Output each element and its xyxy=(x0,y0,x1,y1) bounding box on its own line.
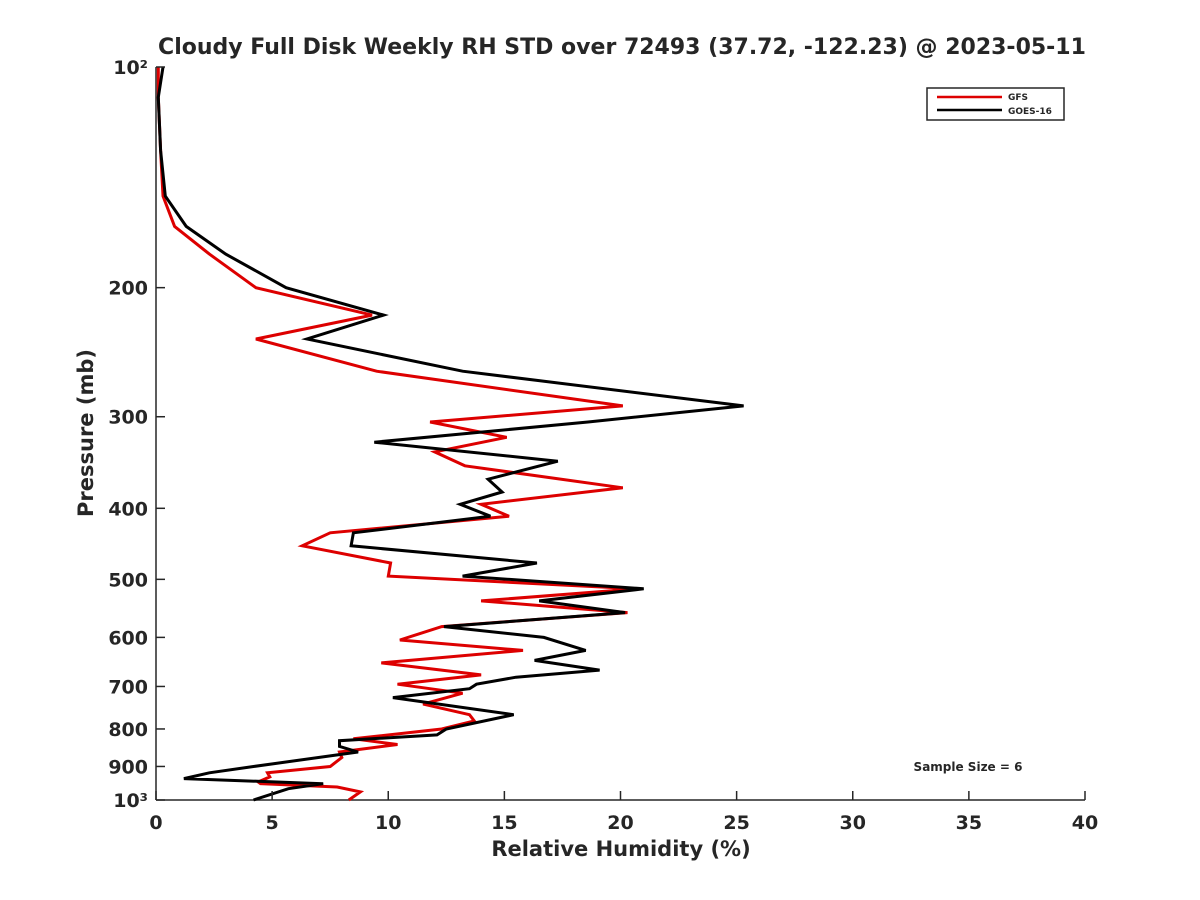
x-axis-ticks: 0 5 10 15 20 25 30 35 40 xyxy=(149,791,1098,834)
y-axis-ticks: 10² 200 300 400 500 600 700 800 900 10³ xyxy=(108,57,165,812)
sample-size-annotation: Sample Size = 6 xyxy=(914,760,1023,774)
legend-box xyxy=(926,87,1065,121)
x-tick-label: 10 xyxy=(375,812,401,834)
series-line-goes16 xyxy=(156,66,744,802)
y-tick-label: 900 xyxy=(108,756,148,778)
y-tick-label: 600 xyxy=(108,627,148,649)
y-tick-label: 300 xyxy=(108,407,148,429)
legend-label-gfs: GFS xyxy=(1008,93,1028,103)
x-tick-label: 35 xyxy=(956,812,982,834)
series-layer xyxy=(156,66,744,802)
y-tick-label: 500 xyxy=(108,569,148,591)
y-tick-label: 10³ xyxy=(113,790,148,812)
x-tick-label: 20 xyxy=(607,812,633,834)
x-tick-label: 40 xyxy=(1072,812,1098,834)
x-tick-label: 25 xyxy=(723,812,749,834)
plot-axes xyxy=(155,67,1085,801)
x-tick-label: 30 xyxy=(840,812,866,834)
x-tick-label: 0 xyxy=(149,812,162,834)
legend: GFS GOES-16 xyxy=(926,87,1065,121)
y-tick-label: 200 xyxy=(108,278,148,300)
y-tick-label: 10² xyxy=(113,57,148,79)
legend-label-goes16: GOES-16 xyxy=(1008,107,1052,117)
x-tick-label: 15 xyxy=(491,812,517,834)
y-tick-label: 700 xyxy=(108,676,148,698)
x-axis-label: Relative Humidity (%) xyxy=(491,837,750,861)
x-tick-label: 5 xyxy=(266,812,279,834)
y-tick-label: 400 xyxy=(108,498,148,520)
series-line-gfs xyxy=(156,67,637,802)
y-axis-label: Pressure (mb) xyxy=(74,349,98,517)
chart-title: Cloudy Full Disk Weekly RH STD over 7249… xyxy=(158,35,1086,60)
y-tick-label: 800 xyxy=(108,719,148,741)
